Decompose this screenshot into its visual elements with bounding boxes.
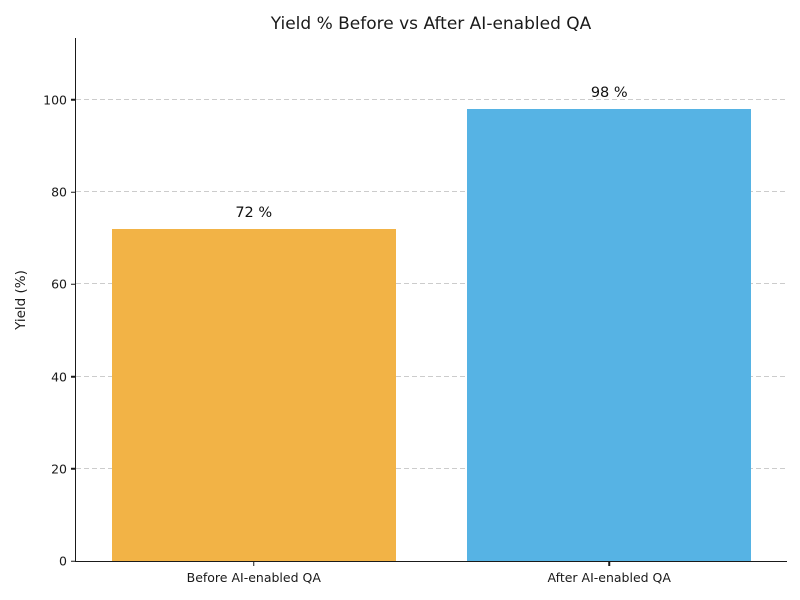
y-tick-label: 0	[59, 553, 67, 569]
y-tick-mark	[71, 191, 76, 193]
y-tick-label: 60	[51, 276, 67, 292]
gridline-y60	[76, 283, 787, 285]
y-tick-mark	[71, 283, 76, 286]
y-tick-mark	[71, 468, 76, 470]
gridline-y40	[76, 375, 787, 377]
y-tick-mark	[71, 560, 76, 562]
y-tick-label: 20	[51, 461, 67, 477]
gridline-y20	[76, 467, 787, 469]
y-axis-label: Yield (%)	[13, 270, 29, 330]
chart-title: Yield % Before vs After AI-enabled QA	[270, 14, 592, 34]
plot-area: 72 % Before AI-enabled QA 98 % After AI-ena…	[43, 38, 787, 585]
x-tick-label: After AI-enabled QA	[547, 570, 671, 585]
x-tick-mark	[253, 561, 255, 566]
bar-value-label: 72 %	[235, 204, 273, 221]
y-tick-label: 40	[51, 369, 67, 385]
bar-value-label: 98 %	[590, 85, 628, 102]
x-tick-mark	[608, 561, 610, 566]
y-tick-mark	[71, 375, 76, 378]
y-tick-label: 80	[51, 184, 67, 200]
bar-before	[111, 228, 396, 561]
bar-after	[467, 109, 752, 561]
gridline-y80	[76, 191, 787, 193]
y-tick-mark	[71, 99, 76, 101]
x-tick-label: Before AI-enabled QA	[186, 570, 321, 585]
gridline-y100	[76, 98, 787, 100]
y-tick-label: 100	[43, 92, 67, 108]
